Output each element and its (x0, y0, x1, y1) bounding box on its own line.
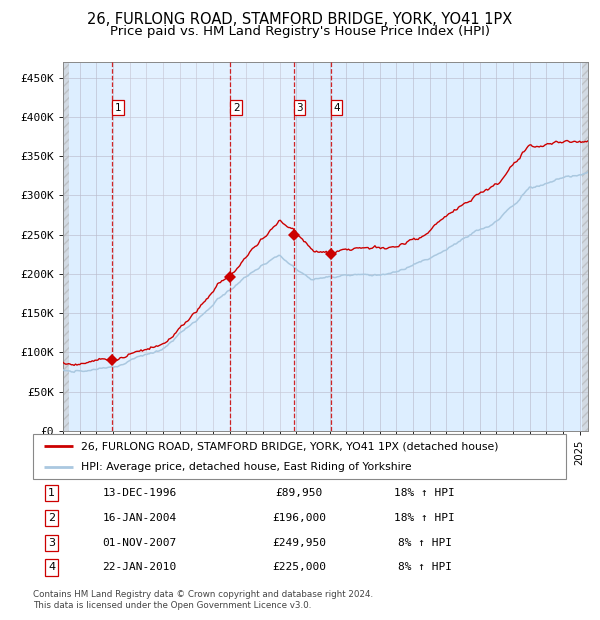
Text: 01-NOV-2007: 01-NOV-2007 (103, 538, 176, 547)
Text: 16-JAN-2004: 16-JAN-2004 (103, 513, 176, 523)
Text: £249,950: £249,950 (272, 538, 326, 547)
Bar (112, 62, 293, 431)
Text: 8% ↑ HPI: 8% ↑ HPI (398, 538, 452, 547)
Bar (63, 62, 69, 431)
Text: 1: 1 (48, 488, 55, 498)
Text: 2: 2 (233, 102, 239, 112)
Text: 8% ↑ HPI: 8% ↑ HPI (398, 562, 452, 572)
Text: £196,000: £196,000 (272, 513, 326, 523)
Text: 18% ↑ HPI: 18% ↑ HPI (394, 513, 455, 523)
Text: 3: 3 (48, 538, 55, 547)
Text: 18% ↑ HPI: 18% ↑ HPI (394, 488, 455, 498)
Text: Contains HM Land Registry data © Crown copyright and database right 2024.
This d: Contains HM Land Registry data © Crown c… (33, 590, 373, 609)
Text: 13-DEC-1996: 13-DEC-1996 (103, 488, 176, 498)
Text: 4: 4 (333, 102, 340, 112)
Text: 26, FURLONG ROAD, STAMFORD BRIDGE, YORK, YO41 1PX: 26, FURLONG ROAD, STAMFORD BRIDGE, YORK,… (88, 12, 512, 27)
Bar (582, 62, 588, 431)
Text: 4: 4 (48, 562, 55, 572)
Text: £89,950: £89,950 (276, 488, 323, 498)
Text: 26, FURLONG ROAD, STAMFORD BRIDGE, YORK, YO41 1PX (detached house): 26, FURLONG ROAD, STAMFORD BRIDGE, YORK,… (81, 441, 499, 451)
Text: 1: 1 (115, 102, 121, 112)
Text: £225,000: £225,000 (272, 562, 326, 572)
Text: HPI: Average price, detached house, East Riding of Yorkshire: HPI: Average price, detached house, East… (81, 461, 412, 472)
Text: Price paid vs. HM Land Registry's House Price Index (HPI): Price paid vs. HM Land Registry's House … (110, 25, 490, 38)
Text: 3: 3 (296, 102, 303, 112)
FancyBboxPatch shape (33, 434, 566, 479)
Text: 2: 2 (48, 513, 55, 523)
Text: 22-JAN-2010: 22-JAN-2010 (103, 562, 176, 572)
